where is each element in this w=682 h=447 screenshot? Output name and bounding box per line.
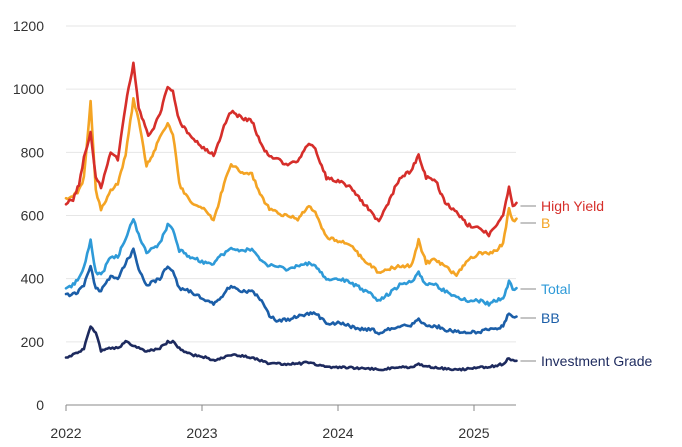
y-tick-label: 200	[21, 334, 45, 350]
series-lines	[64, 61, 518, 372]
y-tick-label: 1000	[13, 81, 44, 97]
series-label-high-yield: High Yield	[541, 198, 604, 214]
x-axis: 2022 2023 2024 2025	[50, 404, 516, 441]
y-tick-label: 0	[36, 397, 44, 413]
x-tick-label: 2023	[186, 425, 217, 441]
y-axis: 0 200 400 600 800 1000 1200	[13, 18, 44, 413]
y-tick-label: 600	[21, 208, 45, 224]
series-line-bb	[64, 247, 518, 336]
series-label-total: Total	[541, 281, 571, 297]
series-label-bb: BB	[541, 310, 560, 326]
series-line-b	[64, 97, 518, 277]
x-tick-label: 2025	[458, 425, 489, 441]
x-tick-label: 2022	[50, 425, 81, 441]
y-tick-label: 800	[21, 144, 45, 160]
series-label-investment-grade: Investment Grade	[541, 353, 652, 369]
y-tick-label: 400	[21, 271, 45, 287]
series-line-high-yield	[64, 61, 518, 238]
x-tick-label: 2024	[322, 425, 353, 441]
series-line-investment-grade	[64, 325, 518, 372]
gridlines	[66, 25, 516, 343]
y-tick-label: 1200	[13, 18, 44, 34]
series-label-b: B	[541, 215, 550, 231]
series-line-total	[64, 218, 518, 307]
